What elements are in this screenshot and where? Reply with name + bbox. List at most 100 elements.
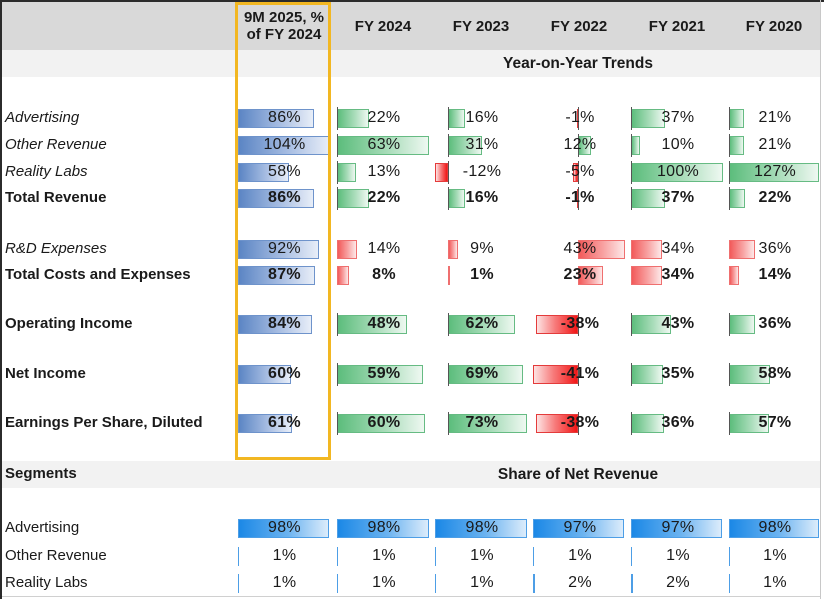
cell-randd-expenses-fy-2023[interactable]: 9% [435,238,529,260]
cell-advertising-fy-2020[interactable]: 21% [729,107,821,130]
ytd-value: 87% [268,266,301,283]
trend-bar [578,266,603,285]
share-cell-other-revenue-fy-2022[interactable]: 1% [533,545,627,567]
cell-reality-labs-fy-2024[interactable]: 13% [337,161,431,184]
cell-operating-income-fy-2023[interactable]: 62% [435,313,529,336]
cell-operating-income-fy-2021[interactable]: 43% [631,313,725,336]
cell-randd-expenses-fy-2024[interactable]: 14% [337,238,431,260]
share-value: 1% [763,547,787,564]
cell-randd-expenses-fy-2020[interactable]: 36% [729,238,821,260]
share-cell-other-revenue-fy-2020[interactable]: 1% [729,545,821,567]
cell-operating-income-fy-2020[interactable]: 36% [729,313,821,336]
cell-randd-expenses-fy-2022[interactable]: 43% [533,238,627,260]
share-cell-reality-labs-fy-2020[interactable]: 1% [729,572,821,594]
cell-net-income-fy-2021[interactable]: 35% [631,363,725,386]
share-cell-reality-labs-fy-2023[interactable]: 1% [435,572,529,594]
trend-value: 37% [661,189,695,206]
cell-earnings-per-share-diluted-fy-2023[interactable]: 73% [435,412,529,435]
zero-axis-line [631,161,632,184]
zero-axis-line [729,161,730,184]
cell-net-income-fy-2022[interactable]: -41% [533,363,627,386]
cell-randd-expenses-fy-2021[interactable]: 34% [631,238,725,260]
share-cell-other-revenue-fy-2023[interactable]: 1% [435,545,529,567]
ytd-value: 60% [268,365,301,382]
share-cell-advertising-fy-2021[interactable]: 97% [631,517,725,539]
share-value: 97% [661,519,695,536]
cell-earnings-per-share-diluted-fy-2024[interactable]: 60% [337,412,431,435]
zero-axis-line [448,134,449,157]
trend-value: -5% [565,163,595,180]
ytd-bar [238,365,291,384]
trend-value: 69% [465,365,499,382]
trend-value: 48% [367,315,401,332]
cell-net-income-fy-2020[interactable]: 58% [729,363,821,386]
cell-operating-income-fy-2022[interactable]: -38% [533,313,627,336]
cell-operating-income-9m-2025[interactable]: 84% [238,313,331,335]
cell-other-revenue-fy-2022[interactable]: 12% [533,134,627,157]
share-bar [337,547,338,566]
cell-net-income-9m-2025[interactable]: 60% [238,363,331,385]
cell-total-costs-and-expenses-fy-2024[interactable]: 8% [337,264,431,286]
cell-randd-expenses-9m-2025[interactable]: 92% [238,238,331,260]
share-cell-other-revenue-fy-2024[interactable]: 1% [337,545,431,567]
cell-advertising-fy-2024[interactable]: 22% [337,107,431,130]
zero-axis-line [448,161,449,184]
share-cell-advertising-fy-2023[interactable]: 98% [435,517,529,539]
cell-advertising-fy-2022[interactable]: -1% [533,107,627,130]
column-header-fy2021[interactable]: FY 2021 [648,17,706,35]
share-cell-reality-labs-fy-2022[interactable]: 2% [533,572,627,594]
share-cell-reality-labs-fy-2021[interactable]: 2% [631,572,725,594]
cell-total-costs-and-expenses-fy-2023[interactable]: 1% [435,264,529,286]
cell-earnings-per-share-diluted-fy-2021[interactable]: 36% [631,412,725,435]
column-header-fy2024[interactable]: FY 2024 [354,17,412,35]
ytd-value: 86% [268,109,301,126]
cell-total-costs-and-expenses-fy-2020[interactable]: 14% [729,264,821,286]
share-cell-other-revenue-9m-2025-of-fy-2024[interactable]: 1% [238,545,331,567]
ytd-value: 84% [268,315,301,332]
column-header-fy2023[interactable]: FY 2023 [452,17,510,35]
share-cell-advertising-fy-2022[interactable]: 97% [533,517,627,539]
trend-value: 22% [367,109,401,126]
trend-value: 59% [367,365,401,382]
cell-total-costs-and-expenses-fy-2022[interactable]: 23% [533,264,627,286]
cell-net-income-fy-2024[interactable]: 59% [337,363,431,386]
cell-total-revenue-fy-2021[interactable]: 37% [631,187,725,210]
zero-axis-line [578,107,579,130]
cell-total-revenue-fy-2023[interactable]: 16% [435,187,529,210]
share-cell-advertising-fy-2020[interactable]: 98% [729,517,821,539]
cell-total-revenue-fy-2020[interactable]: 22% [729,187,821,210]
cell-total-costs-and-expenses-fy-2021[interactable]: 34% [631,264,725,286]
cell-other-revenue-9m-2025[interactable]: 104% [238,134,331,156]
share-cell-other-revenue-fy-2021[interactable]: 1% [631,545,725,567]
column-header-fy2022[interactable]: FY 2022 [550,17,608,35]
share-cell-advertising-9m-2025-of-fy-2024[interactable]: 98% [238,517,331,539]
column-header-fy2020[interactable]: FY 2020 [745,17,803,35]
cell-total-revenue-fy-2022[interactable]: -1% [533,187,627,210]
cell-total-revenue-9m-2025[interactable]: 86% [238,187,331,209]
share-cell-reality-labs-fy-2024[interactable]: 1% [337,572,431,594]
cell-advertising-9m-2025[interactable]: 86% [238,107,331,129]
cell-total-revenue-fy-2024[interactable]: 22% [337,187,431,210]
cell-other-revenue-fy-2023[interactable]: 31% [435,134,529,157]
share-cell-reality-labs-9m-2025-of-fy-2024[interactable]: 1% [238,572,331,594]
cell-reality-labs-fy-2022[interactable]: -5% [533,161,627,184]
cell-other-revenue-fy-2021[interactable]: 10% [631,134,725,157]
cell-advertising-fy-2021[interactable]: 37% [631,107,725,130]
cell-reality-labs-fy-2020[interactable]: 127% [729,161,821,184]
share-cell-advertising-fy-2024[interactable]: 98% [337,517,431,539]
column-header-9m-2025[interactable]: 9M 2025, % of FY 2024 [236,2,332,50]
cell-reality-labs-9m-2025[interactable]: 58% [238,161,331,183]
cell-earnings-per-share-diluted-9m-2025[interactable]: 61% [238,412,331,434]
cell-reality-labs-fy-2021[interactable]: 100% [631,161,725,184]
cell-other-revenue-fy-2024[interactable]: 63% [337,134,431,157]
cell-reality-labs-fy-2023[interactable]: -12% [435,161,529,184]
cell-advertising-fy-2023[interactable]: 16% [435,107,529,130]
cell-net-income-fy-2023[interactable]: 69% [435,363,529,386]
share-value: 98% [268,519,301,536]
cell-earnings-per-share-diluted-fy-2020[interactable]: 57% [729,412,821,435]
cell-earnings-per-share-diluted-fy-2022[interactable]: -38% [533,412,627,435]
cell-total-costs-and-expenses-9m-2025[interactable]: 87% [238,264,331,286]
trend-bar [729,266,739,285]
cell-operating-income-fy-2024[interactable]: 48% [337,313,431,336]
cell-other-revenue-fy-2020[interactable]: 21% [729,134,821,157]
